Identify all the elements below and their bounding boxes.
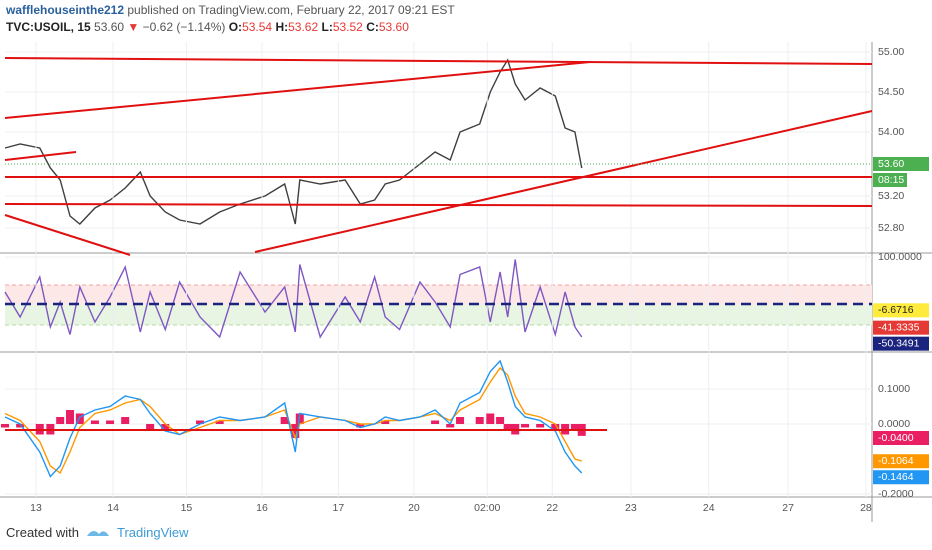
x-tick-label: 22 (546, 502, 558, 514)
x-tick-label: 20 (408, 502, 420, 514)
histogram-bar (431, 420, 440, 424)
l-label: L: (321, 20, 333, 34)
user[interactable]: wafflehouseinthe212 (6, 3, 125, 17)
y-tick-label: 100.0000 (878, 251, 922, 263)
countdown: 08:15 (878, 174, 904, 186)
price-badge (873, 470, 929, 485)
y-tick-label: 54.00 (878, 126, 904, 138)
x-tick-label: 15 (181, 502, 193, 514)
badge-label: -50.3491 (878, 337, 920, 349)
histogram-bar (356, 423, 365, 428)
histogram-bar (75, 413, 84, 424)
histogram-bar (215, 420, 224, 424)
y-tick-label: 53.20 (878, 190, 904, 202)
h-label: H: (275, 20, 289, 34)
o-label: O: (228, 20, 243, 34)
histogram-bar (551, 423, 560, 431)
histogram-bar (381, 420, 390, 424)
price-badge (873, 430, 929, 445)
last: 53.60 (94, 20, 125, 34)
y-tick-label: 0.1000 (878, 383, 910, 395)
histogram-bar (121, 416, 130, 424)
arrow: ▼ (127, 20, 140, 34)
close: 53.60 (378, 20, 409, 34)
badge-label: -41.3335 (878, 321, 920, 333)
high: 53.62 (288, 20, 319, 34)
footer: Created with TradingView (6, 525, 189, 540)
x-tick-label: 17 (333, 502, 345, 514)
histogram-bar (90, 420, 99, 424)
x-tick-label: 02:00 (474, 502, 500, 514)
symbol-line: TVC:USOIL, 15 53.60 ▼ −0.62 (−1.14%) O:5… (6, 19, 455, 36)
price-badge (873, 454, 929, 469)
price-badge (873, 157, 929, 171)
histogram-bar (570, 423, 579, 431)
histogram-bar (146, 423, 155, 431)
header: wafflehouseinthe212 published on Trading… (6, 2, 455, 36)
histogram-bar (521, 423, 530, 428)
chart: 55.00 54.50 54.00 53.20 52.80 100.0000 0.1000 0… (0, 42, 932, 522)
x-tick-label: 23 (625, 502, 637, 514)
histogram-bar (456, 416, 465, 424)
histogram-bar (486, 413, 495, 424)
price-badge (873, 320, 929, 335)
badge-label: -0.1064 (878, 455, 914, 467)
series-line (4, 359, 583, 478)
published: published on TradingView.com, February 2… (127, 3, 455, 17)
histogram-bar (280, 416, 289, 424)
x-tick-label: 16 (256, 502, 268, 514)
brand[interactable]: TradingView (116, 525, 189, 540)
price-badge (873, 303, 929, 318)
pane-frame (0, 42, 932, 522)
histogram-bar (475, 416, 484, 424)
x-tick-label: 27 (782, 502, 794, 514)
overbought-band (5, 285, 872, 305)
y-tick-label: 52.80 (878, 222, 904, 234)
histogram-bar (503, 423, 512, 431)
histogram-bar (1, 423, 9, 428)
histogram-bar (496, 416, 505, 424)
series-line (4, 366, 582, 475)
change: −0.62 (−1.14%) (142, 20, 226, 34)
countdown-badge (873, 173, 907, 187)
y-tick-label: 55.00 (878, 46, 904, 58)
y-tick-label: -0.2000 (878, 488, 914, 500)
x-tick-label: 24 (703, 502, 715, 514)
logo (86, 530, 109, 536)
histogram-bar (66, 409, 75, 424)
histogram-bar (536, 423, 545, 428)
histogram-bar (196, 420, 205, 424)
badge-label: -6.6716 (878, 304, 914, 316)
histogram-bar (161, 423, 170, 431)
x-tick-label: 28 (860, 502, 872, 514)
series-line (4, 259, 583, 339)
low: 53.52 (332, 20, 363, 34)
histogram-bar (106, 420, 115, 424)
x-tick-label: 14 (107, 502, 119, 514)
y-tick-label: 0.0000 (878, 418, 910, 430)
badge-label: 53.60 (878, 158, 904, 170)
histogram-bar (56, 416, 65, 424)
c-label: C: (366, 20, 379, 34)
symbol: TVC:USOIL, 15 (6, 20, 91, 34)
x-tick-label: 13 (30, 502, 42, 514)
histogram-bar (16, 423, 25, 428)
histogram-bar (446, 423, 455, 428)
badge-label: -0.0400 (878, 432, 914, 444)
badge-label: -0.1464 (878, 471, 914, 483)
series-line (4, 58, 583, 225)
y-tick-label: 54.50 (878, 86, 904, 98)
open: 53.54 (242, 20, 273, 34)
publish-line: wafflehouseinthe212 published on Trading… (6, 2, 455, 19)
oversold-band (5, 305, 872, 325)
created: Created with (6, 525, 79, 540)
price-badge (873, 336, 929, 351)
trend-lines (4, 57, 873, 431)
